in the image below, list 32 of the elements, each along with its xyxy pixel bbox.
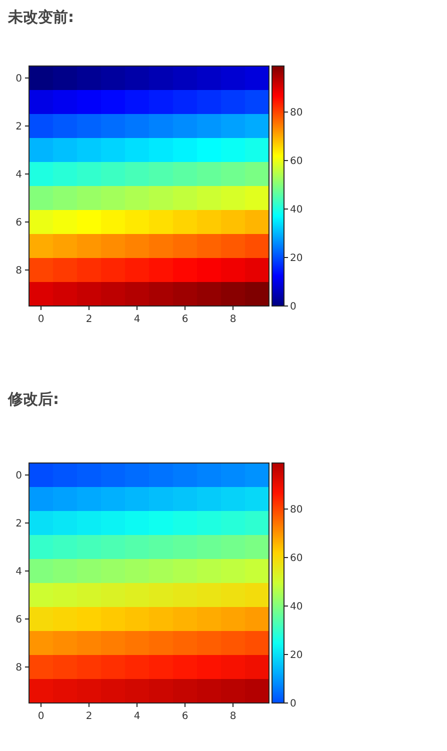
color-bar-label: 20 — [290, 650, 303, 662]
x-tick-label: 4 — [134, 314, 140, 325]
y-tick-label: 8 — [16, 266, 22, 276]
chart-title: 修改后: — [7, 390, 59, 408]
color-bar-label: 80 — [290, 504, 303, 516]
y-tick-label: 2 — [16, 518, 22, 530]
x-tick-label: 2 — [86, 711, 92, 722]
x-tick-label: 6 — [182, 711, 188, 722]
color-bar-label: 20 — [290, 253, 303, 264]
color-bar-label: 60 — [290, 553, 303, 564]
color-bar-label: 60 — [290, 156, 303, 168]
x-tick-label: 8 — [230, 711, 236, 722]
x-tick-label: 0 — [38, 314, 44, 325]
x-tick-label: 6 — [182, 314, 188, 325]
y-tick-label: 4 — [16, 566, 22, 578]
color-bar-label: 80 — [290, 108, 303, 119]
color-bar-label: 40 — [290, 204, 303, 216]
y-tick-label: 6 — [16, 614, 22, 626]
x-tick-label: 2 — [86, 314, 92, 325]
y-tick-label: 6 — [16, 218, 22, 228]
x-tick-label: 8 — [230, 314, 236, 325]
color-bar-label: 0 — [290, 302, 296, 312]
y-tick-label: 0 — [16, 74, 22, 84]
y-tick-label: 8 — [16, 662, 22, 674]
x-tick-label: 4 — [134, 711, 140, 722]
x-tick-label: 0 — [38, 711, 44, 722]
chart-title: 未改变前: — [7, 8, 74, 26]
color-bar-label: 40 — [290, 602, 303, 613]
color-bar-label: 0 — [290, 698, 296, 710]
y-tick-label: 4 — [16, 170, 22, 180]
y-tick-label: 2 — [16, 122, 22, 132]
y-tick-label: 0 — [16, 470, 22, 482]
